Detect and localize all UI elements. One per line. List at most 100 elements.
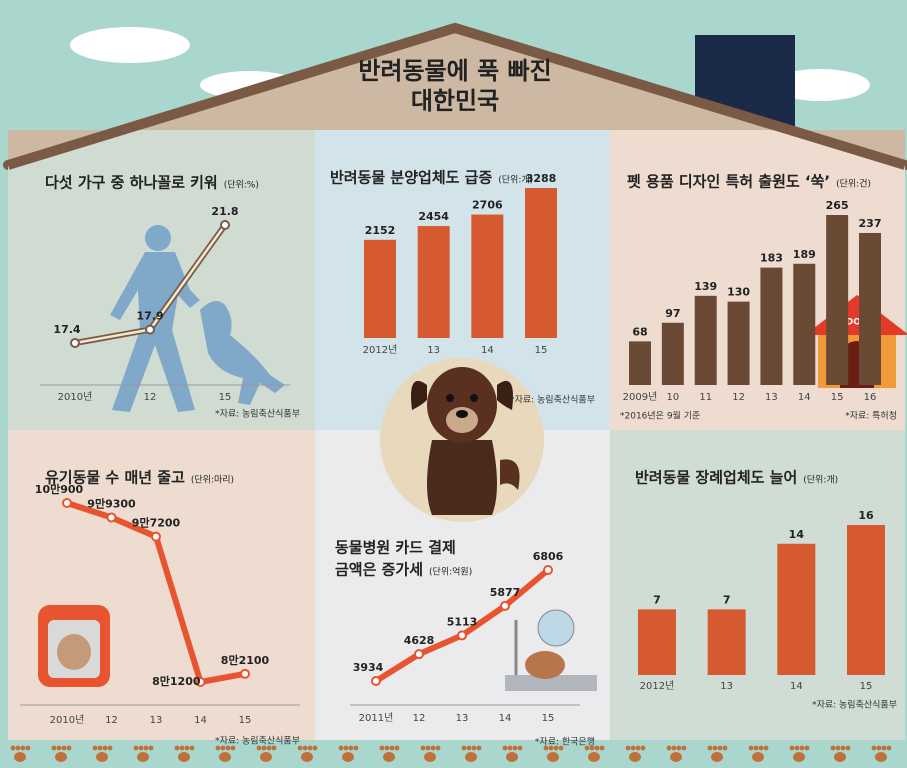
carrier-illustration: [38, 605, 110, 687]
bar: [777, 543, 816, 675]
x-tick-label: 2012년: [640, 680, 675, 692]
paw: [107, 745, 113, 751]
paw: [840, 745, 846, 751]
bar: [661, 322, 684, 385]
paw: [512, 745, 518, 751]
paw: [789, 745, 795, 751]
paw: [435, 745, 441, 751]
paw: [97, 745, 103, 751]
paw: [225, 745, 231, 751]
paw: [25, 745, 31, 751]
bar: [760, 267, 783, 385]
bar: [727, 301, 750, 385]
paw: [384, 745, 390, 751]
paw: [466, 745, 472, 751]
value-label: 265: [826, 199, 849, 212]
paw: [502, 745, 508, 751]
paw: [271, 745, 277, 751]
paw: [343, 745, 349, 751]
paw: [302, 745, 308, 751]
value-label: 4628: [404, 634, 435, 647]
value-label: 2454: [418, 210, 449, 223]
value-label: 8만2100: [221, 653, 270, 667]
paw: [55, 752, 67, 762]
roof-line: [6, 22, 907, 170]
paw: [312, 745, 318, 751]
paw: [137, 752, 149, 762]
bar: [471, 214, 504, 338]
paw: [256, 745, 262, 751]
bar: [364, 239, 396, 338]
value-label: 17.9: [136, 310, 163, 323]
x-tick-label: 15: [860, 681, 873, 692]
paw: [260, 752, 272, 762]
x-tick-label: 15: [831, 392, 844, 403]
paw: [722, 745, 728, 751]
chart-title: 반려동물 분양업체도 급증: [330, 169, 492, 187]
x-tick-label: 15: [239, 715, 252, 726]
paw: [543, 745, 549, 751]
point: [500, 600, 510, 611]
x-tick-label: 13: [720, 681, 733, 692]
point: [145, 324, 155, 335]
paw: [594, 745, 600, 751]
value-label: 130: [727, 286, 750, 299]
ground: [0, 740, 907, 768]
paw: [471, 745, 477, 751]
paw: [548, 745, 554, 751]
paw: [758, 745, 764, 751]
chart-title: 반려동물 장례업체도 늘어: [635, 469, 797, 487]
paw: [558, 745, 564, 751]
x-tick-label: 2012년: [363, 344, 398, 356]
value-label: 10만900: [35, 482, 84, 496]
x-tick-label: 12: [413, 713, 426, 724]
paw: [215, 745, 221, 751]
x-tick-label: 2011년: [359, 712, 394, 724]
bar: [826, 215, 849, 385]
value-label: 3934: [353, 661, 384, 674]
doghouse-label: DOG: [846, 318, 869, 328]
paw: [219, 752, 231, 762]
point: [371, 676, 381, 686]
paw: [425, 745, 431, 751]
x-tick-label: 15: [219, 392, 232, 403]
value-label: 2152: [365, 224, 396, 237]
paw: [220, 745, 226, 751]
point: [195, 677, 206, 687]
x-tick-label: 14: [798, 392, 811, 403]
x-tick-label: 15: [542, 713, 555, 724]
paw: [261, 745, 267, 751]
paw: [56, 745, 62, 751]
unit-label: (단위:%): [224, 180, 259, 191]
paw: [15, 745, 21, 751]
paw: [712, 745, 718, 751]
value-label: 2706: [472, 199, 503, 212]
value-label: 97: [665, 307, 680, 320]
x-tick-label: 15: [535, 345, 548, 356]
paw: [179, 745, 185, 751]
paw: [707, 745, 713, 751]
chart-title: 다섯 가구 중 하나꼴로 키워: [45, 174, 218, 192]
paw: [20, 745, 26, 751]
point: [70, 338, 80, 348]
point: [457, 630, 467, 641]
bar: [638, 609, 676, 675]
x-tick-label: 13: [765, 392, 778, 403]
paw: [588, 752, 600, 762]
paw: [66, 745, 72, 751]
cloud: [70, 27, 190, 63]
note: *2016년은 9월 기준: [620, 410, 700, 422]
paw: [553, 745, 559, 751]
paw: [230, 745, 236, 751]
value-label: 9만9300: [87, 497, 136, 511]
paw: [881, 745, 887, 751]
paw: [835, 745, 841, 751]
x-tick-label: 11: [699, 392, 712, 403]
paw: [174, 745, 180, 751]
paw: [301, 752, 313, 762]
paw: [138, 745, 144, 751]
value-label: 183: [760, 252, 783, 265]
source: *자료: 특허청: [845, 411, 897, 422]
value-label: 68: [632, 325, 647, 338]
paw: [102, 745, 108, 751]
